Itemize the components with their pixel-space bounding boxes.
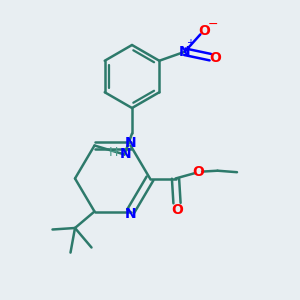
Text: N: N [125,136,136,150]
Text: N: N [125,207,136,221]
Text: O: O [193,165,205,178]
Text: N: N [120,148,132,161]
Text: O: O [198,24,210,38]
Text: H: H [108,146,118,159]
Text: N: N [179,45,190,59]
Text: O: O [210,51,222,65]
Text: −: − [208,18,218,31]
Text: +: + [186,38,194,48]
Text: O: O [171,203,183,217]
